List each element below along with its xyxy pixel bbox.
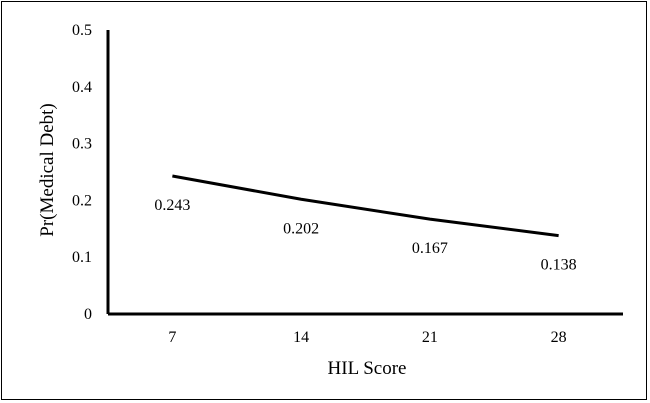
- data-label: 0.243: [154, 197, 190, 214]
- y-axis-label: Pr(Medical Debt): [37, 103, 58, 236]
- y-tick-label: 0.2: [72, 192, 92, 209]
- y-tick-label: 0.4: [72, 79, 92, 96]
- x-tick-label: 7: [168, 329, 176, 346]
- y-tick-label: 0.5: [72, 22, 92, 39]
- x-tick-labels: 7 14 21 28: [168, 329, 566, 346]
- y-tick-label: 0: [84, 306, 92, 323]
- y-tick-label: 0.1: [72, 249, 92, 266]
- data-labels: 0.243 0.202 0.167 0.138: [154, 197, 576, 274]
- x-tick-label: 14: [293, 329, 309, 346]
- x-tick-label: 28: [551, 329, 567, 346]
- data-label: 0.138: [541, 257, 577, 274]
- data-label: 0.202: [283, 220, 319, 237]
- x-tick-label: 21: [422, 329, 438, 346]
- data-label: 0.167: [412, 240, 448, 257]
- y-tick-label: 0.3: [72, 136, 92, 153]
- y-tick-labels: 0 0.1 0.2 0.3 0.4 0.5: [72, 22, 92, 323]
- x-axis-label: HIL Score: [328, 358, 407, 379]
- series-line: [172, 174, 559, 238]
